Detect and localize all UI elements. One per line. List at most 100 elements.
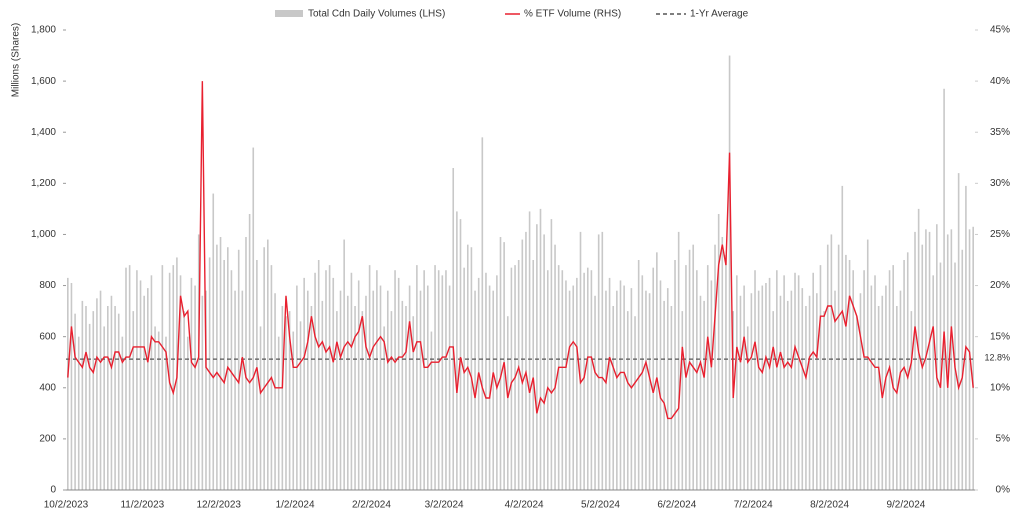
bar xyxy=(906,252,909,490)
bar xyxy=(74,313,76,490)
bar xyxy=(888,270,891,490)
x-tick-label: 3/2/2024 xyxy=(425,500,464,511)
bar xyxy=(681,311,684,490)
y-tick-label: 1,600 xyxy=(31,76,56,87)
bar xyxy=(386,290,389,490)
bar xyxy=(848,260,851,490)
bar xyxy=(590,270,593,490)
bar xyxy=(805,306,807,490)
bar xyxy=(612,306,615,490)
y2-tick-label: 20% xyxy=(990,280,1010,291)
bar xyxy=(212,193,215,491)
bar xyxy=(666,288,669,490)
bar xyxy=(416,265,418,490)
bar xyxy=(274,293,276,490)
bar xyxy=(725,254,727,490)
bar xyxy=(172,265,175,490)
bar xyxy=(325,270,327,490)
bar xyxy=(477,277,480,490)
bar xyxy=(525,231,527,490)
bar xyxy=(797,275,800,490)
bar xyxy=(154,326,156,490)
bar xyxy=(412,316,415,490)
bar xyxy=(936,224,938,490)
bar xyxy=(757,290,760,490)
bar xyxy=(401,300,404,490)
bar xyxy=(314,272,316,490)
bar xyxy=(823,311,825,490)
bar xyxy=(754,270,756,490)
bar xyxy=(248,214,251,490)
bar xyxy=(92,311,95,490)
y2-tick-label: 40% xyxy=(990,76,1010,87)
bar xyxy=(390,311,393,490)
y2-tick-label: 5% xyxy=(996,434,1011,445)
bar xyxy=(743,285,745,490)
bar xyxy=(565,280,567,490)
bar xyxy=(136,270,138,490)
bar xyxy=(972,226,974,490)
bar xyxy=(481,137,484,491)
bar xyxy=(928,231,931,490)
bar xyxy=(961,249,964,490)
bar xyxy=(568,290,571,490)
bar xyxy=(543,234,545,490)
x-tick-label: 2/2/2024 xyxy=(352,500,391,511)
bar xyxy=(441,275,444,490)
bar xyxy=(648,293,651,490)
bar xyxy=(721,237,724,490)
bar xyxy=(645,290,647,490)
y2-tick-label: 35% xyxy=(990,127,1010,138)
bar xyxy=(670,306,673,490)
bar xyxy=(474,290,476,490)
bar xyxy=(499,237,502,490)
bar xyxy=(434,265,436,490)
bar xyxy=(699,295,702,490)
bar xyxy=(608,277,611,490)
bar xyxy=(296,285,298,490)
bar xyxy=(161,265,164,490)
y-tick-label: 1,000 xyxy=(31,229,56,240)
bar xyxy=(910,311,913,490)
bar xyxy=(281,306,284,490)
bar xyxy=(147,288,149,490)
bar xyxy=(506,316,509,490)
bar xyxy=(710,280,713,490)
bar xyxy=(819,265,822,490)
y-tick-label: 1,400 xyxy=(31,127,56,138)
bar xyxy=(816,293,818,490)
bar xyxy=(252,147,255,491)
bar xyxy=(496,275,498,490)
bar xyxy=(761,285,764,490)
bar xyxy=(539,208,542,490)
bar xyxy=(103,326,105,490)
bar xyxy=(550,219,553,490)
bar xyxy=(965,185,967,490)
bar xyxy=(459,219,462,490)
bar xyxy=(125,267,127,490)
bar xyxy=(357,280,360,490)
bar xyxy=(157,331,160,490)
bar xyxy=(223,260,225,490)
bar xyxy=(779,295,782,490)
y-tick-label: 0 xyxy=(50,485,56,496)
bar xyxy=(783,275,785,490)
bar xyxy=(354,306,356,490)
bar xyxy=(117,313,120,490)
y2-tick-label: 25% xyxy=(990,229,1010,240)
bar xyxy=(219,237,222,490)
bar xyxy=(837,244,840,490)
bar xyxy=(616,290,618,490)
x-tick-label: 7/2/2024 xyxy=(734,500,773,511)
bar xyxy=(739,295,742,490)
bar xyxy=(594,295,596,490)
bar xyxy=(536,224,538,490)
bar xyxy=(343,239,345,490)
bar xyxy=(877,306,880,490)
bar xyxy=(641,275,644,490)
bar xyxy=(623,285,625,490)
bar xyxy=(81,300,84,490)
bar xyxy=(841,185,844,490)
y-tick-label: 1,200 xyxy=(31,178,56,189)
